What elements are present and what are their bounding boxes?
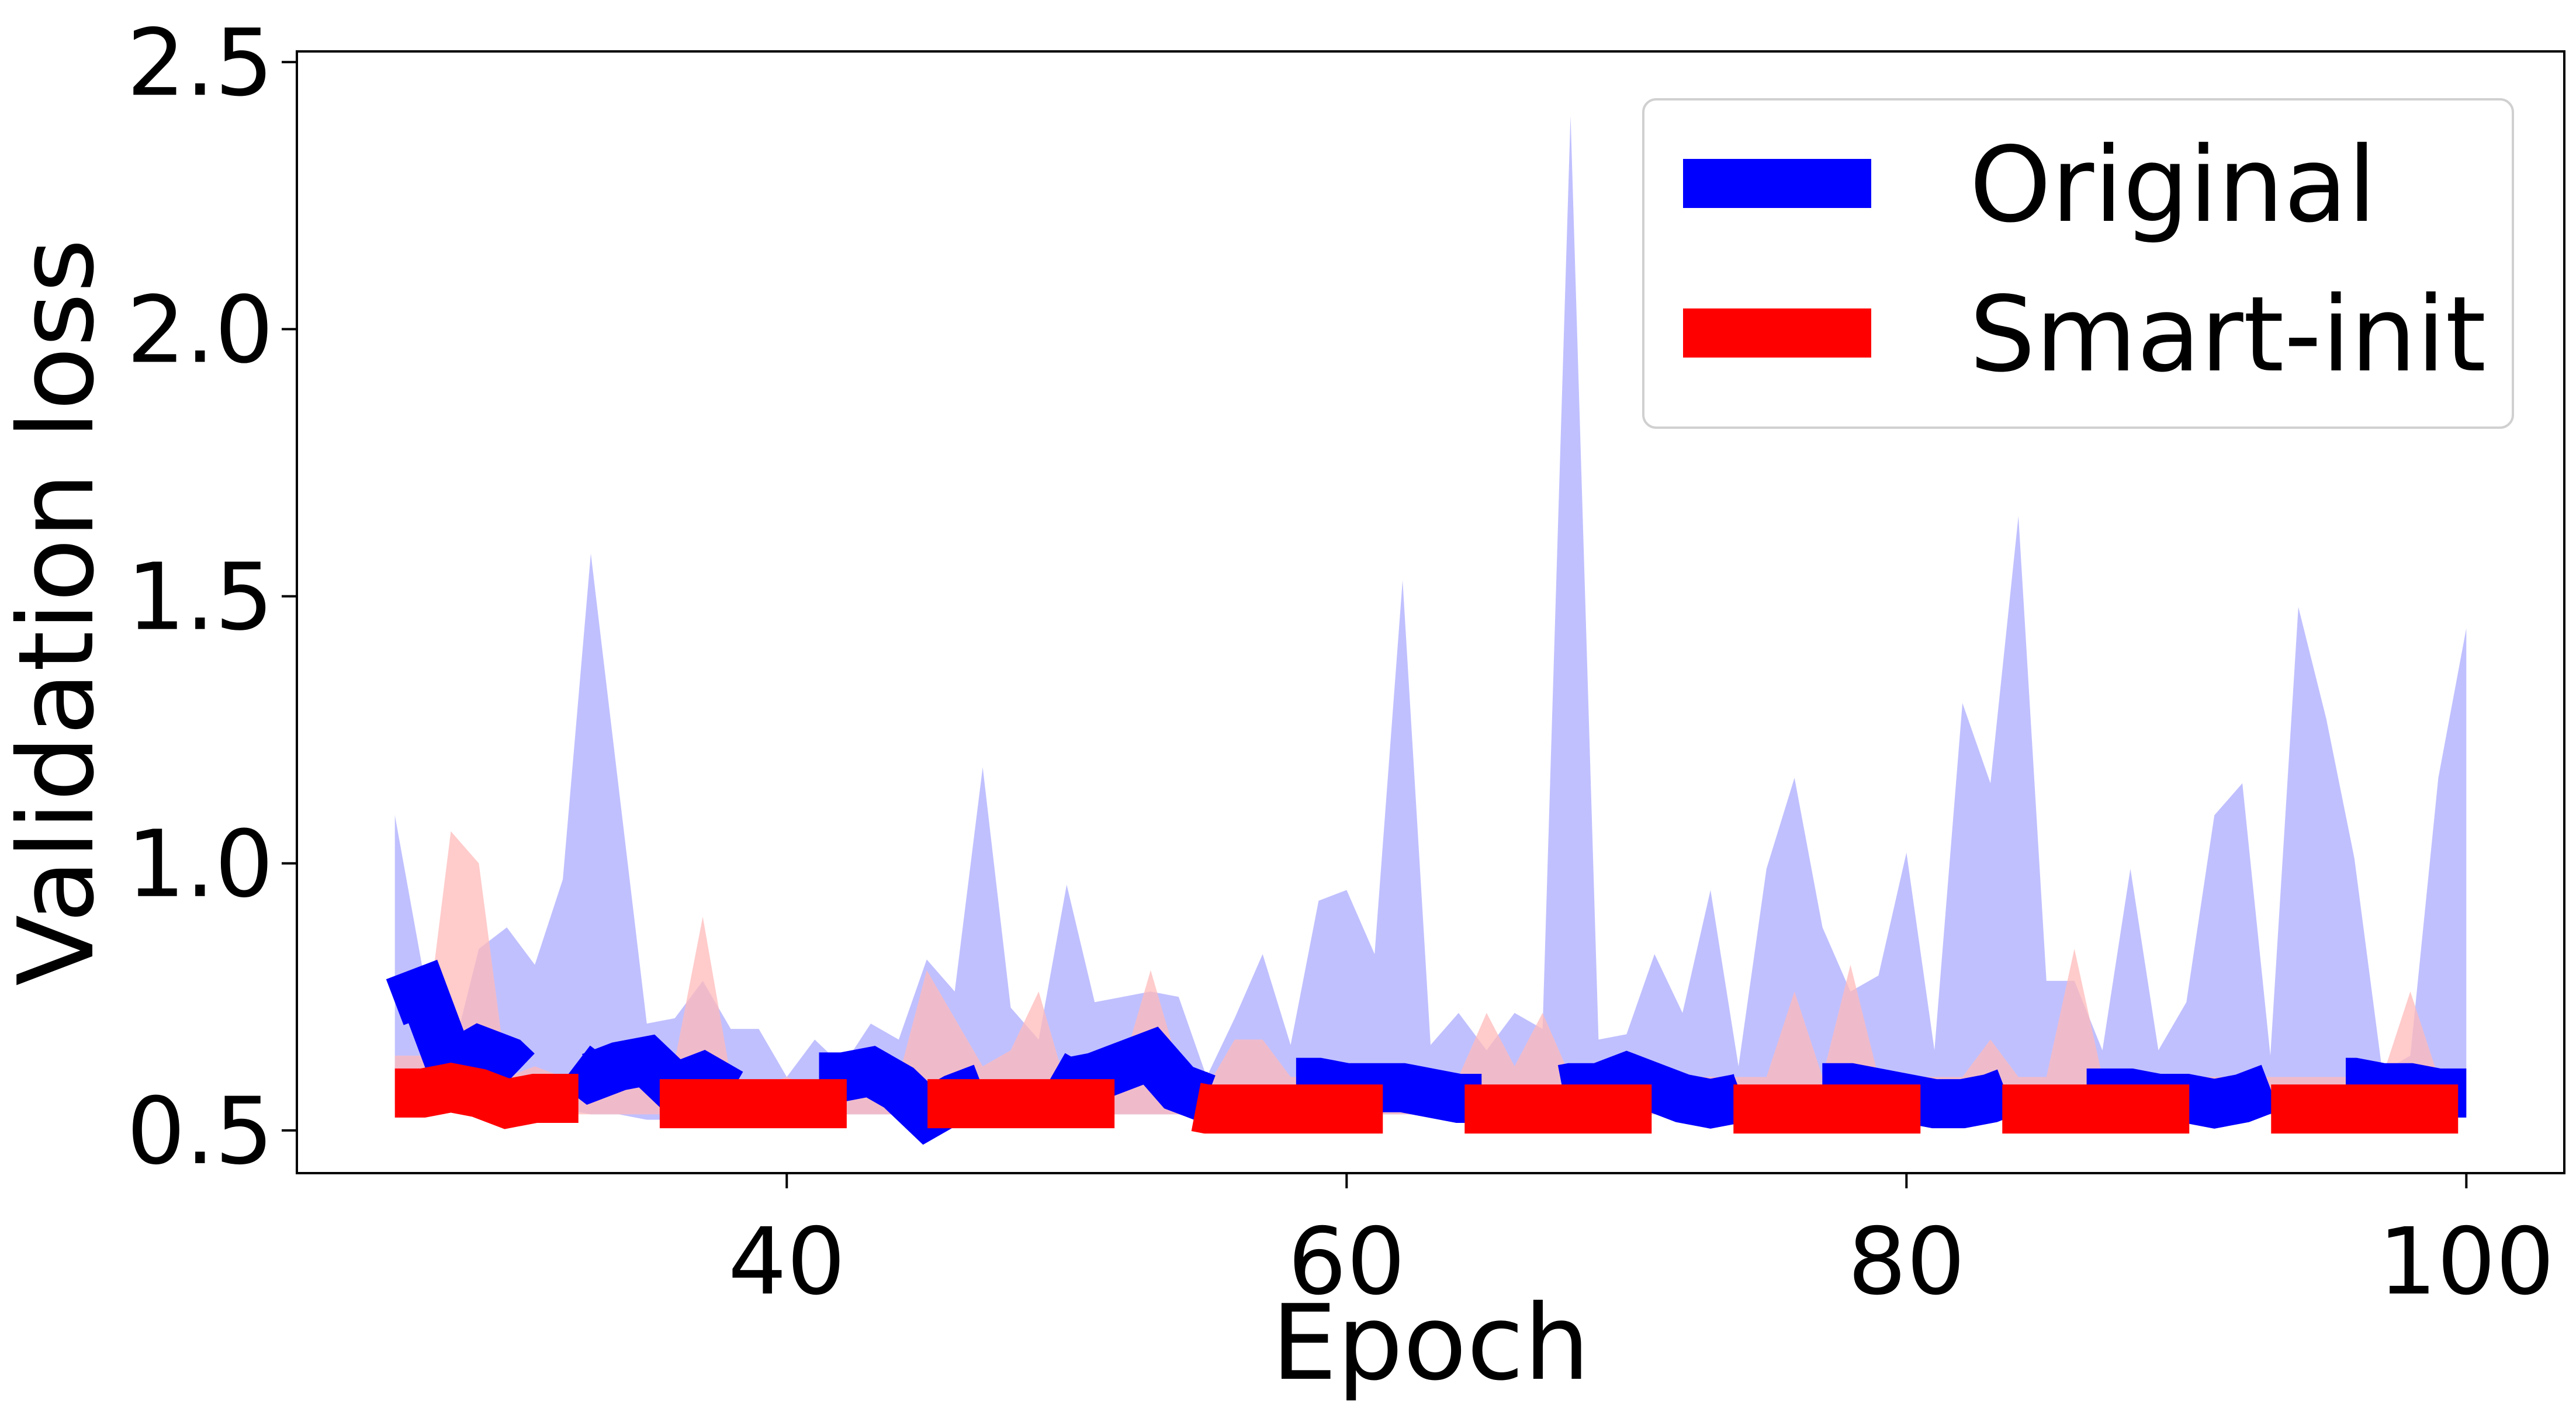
series-line-smart-init: [394, 1062, 2467, 1135]
x-axis-ticks: 40 60 80 100: [728, 1173, 2554, 1316]
legend-label-original: Original: [1969, 124, 2377, 245]
y-axis-ticks: 0.5 1.0 1.5 2.0 2.5: [127, 9, 297, 1185]
legend-swatch-original: [1683, 159, 1871, 208]
mean-lines: [386, 959, 2467, 1145]
confidence-bands: [394, 115, 2467, 1120]
y-tick-label: 0.5: [127, 1078, 273, 1185]
y-tick-label: 2.5: [127, 9, 273, 117]
legend-swatch-smart-init: [1683, 308, 1871, 358]
y-axis-title: Validation loss: [0, 238, 117, 986]
x-tick-label: 80: [1848, 1208, 1965, 1316]
band-original: [394, 115, 2467, 1120]
x-tick-label: 40: [728, 1208, 846, 1316]
x-axis-title: Epoch: [1271, 1282, 1590, 1403]
x-tick-label: 60: [1288, 1208, 1405, 1316]
band-smart-init: [394, 831, 2467, 1115]
legend-label-smart-init: Smart-init: [1969, 274, 2486, 395]
y-tick-label: 1.0: [127, 811, 273, 918]
legend: Original Smart-init: [1642, 98, 2514, 429]
y-tick-label: 2.0: [127, 276, 273, 384]
y-tick-label: 1.5: [127, 544, 273, 651]
axes-frame: [296, 50, 2565, 1174]
x-tick-label: 100: [2378, 1208, 2555, 1316]
plot-area: [386, 115, 2467, 1145]
